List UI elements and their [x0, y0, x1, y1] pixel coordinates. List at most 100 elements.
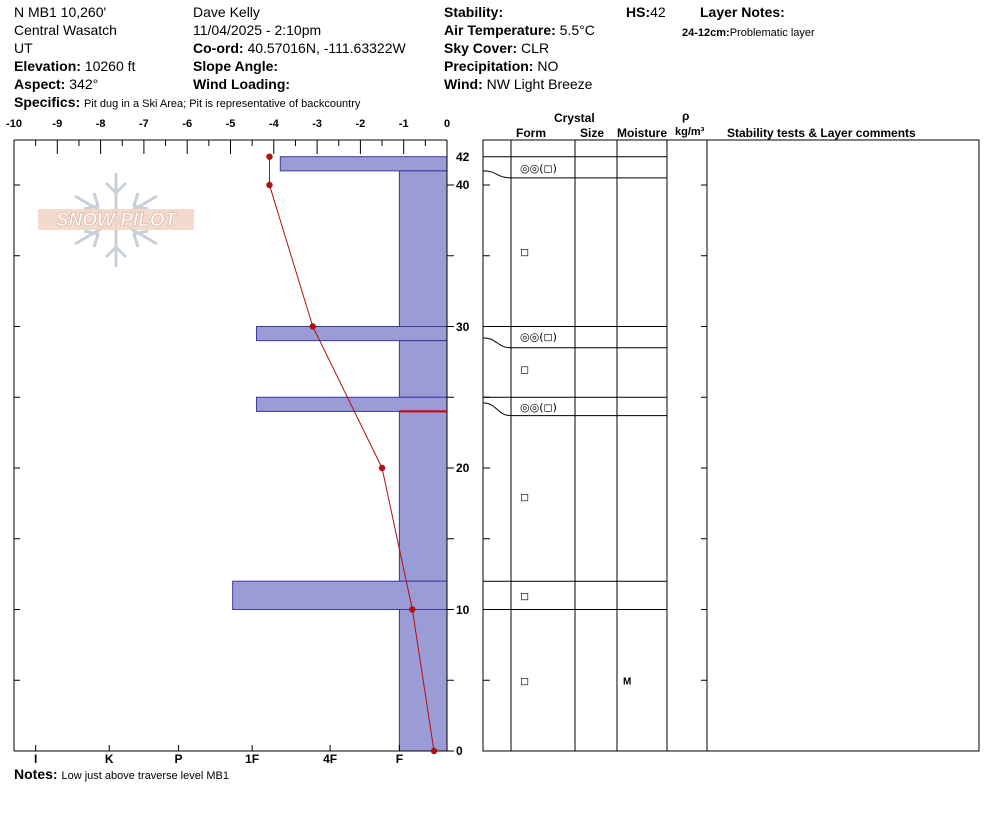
depth-tick-label: 10: [456, 602, 470, 617]
wind-label: Wind:: [444, 76, 483, 92]
hardness-tick-label: 1F: [245, 752, 260, 766]
hardness-tick-label: F: [395, 752, 404, 766]
notes-row: Notes: Low just above traverse level MB1: [14, 766, 229, 785]
temp-tick-label: -7: [139, 118, 149, 130]
layer-connector: [482, 402, 512, 417]
hs-label: HS:: [626, 4, 651, 20]
temperature-profile: [266, 153, 438, 755]
layer-table: ◎◎(◻) ◻ ◎◎(◻) ◻ ◎◎(◻) ◻ ◻ ◻ M: [482, 139, 980, 752]
temp-tick-label: -8: [95, 118, 106, 130]
aspect-value: 342°: [69, 76, 99, 92]
temperature-point: [309, 323, 316, 330]
depth-tick-label: 20: [456, 461, 470, 475]
chart-frame: [13, 139, 454, 752]
temperature-line: [268, 156, 435, 752]
layer-note-range: 24-12cm:: [682, 27, 730, 39]
sky-value: CLR: [521, 40, 550, 56]
moisture-label: M: [623, 676, 631, 687]
hardness-bar: [398, 340, 448, 398]
hardness-bar: [279, 156, 448, 172]
temp-tick-label: -2: [355, 118, 366, 130]
temperature-point: [378, 464, 386, 472]
grain-form-label: ◎◎(◻): [520, 401, 557, 414]
layer-note-text: Problematic layer: [729, 27, 815, 39]
depth-tick-label: 0: [456, 744, 463, 758]
layer-note-row: 24-12cm:Problematic layer: [682, 23, 815, 42]
elevation-row: Elevation: 10260 ft: [14, 58, 135, 75]
elevation-value: 10260 ft: [84, 58, 136, 74]
state-name: UT: [14, 40, 33, 56]
hardness-tick-label: P: [174, 752, 183, 766]
layer-connector: [482, 337, 512, 349]
coord-row: Co-ord: 40.57016N, -111.63322W: [193, 40, 406, 57]
temp-tick-label: -3: [312, 118, 322, 130]
temperature-point: [430, 747, 438, 755]
elevation-label: Elevation:: [14, 58, 81, 74]
grain-form-label: ◻: [520, 589, 529, 602]
hs-value: 42: [650, 4, 666, 20]
slope-label: Slope Angle:: [193, 58, 279, 74]
hs-row: HS:42: [626, 4, 666, 21]
aspect-row: Aspect: 342°: [14, 76, 98, 93]
grain-form-label: ◻: [520, 363, 529, 376]
logo-text: SNOW PILOT: [56, 210, 178, 231]
crystal-header: Crystal: [554, 111, 595, 125]
range-name: Central Wasatch: [14, 22, 117, 38]
temp-tick-label: -4: [268, 118, 279, 130]
hardness-bar: [398, 410, 448, 582]
specifics-label: Specifics:: [14, 94, 81, 110]
temp-tick-label: -1: [398, 118, 409, 130]
snowpilot-logo: SNOW PILOT: [38, 173, 194, 267]
density-unit-header: kg/m³: [675, 126, 705, 138]
size-header: Size: [580, 126, 605, 140]
moisture-header: Moisture: [617, 126, 668, 140]
depth-tick-label: 42: [456, 149, 470, 164]
temp-tick-label: -10: [6, 118, 22, 130]
notes-label: Notes:: [14, 766, 58, 782]
air-temp-row: Air Temperature: 5.5°C: [444, 22, 595, 39]
temperature-point: [266, 153, 273, 160]
grain-form-label: ◎◎(◻): [520, 330, 557, 343]
precip-value: NO: [537, 58, 559, 74]
precip-row: Precipitation: NO: [444, 58, 558, 75]
stability-tests-header: Stability tests & Layer comments: [727, 126, 916, 140]
slope-row: Slope Angle:: [193, 58, 278, 75]
hardness-bars: [232, 156, 448, 752]
hardness-tick-label: K: [104, 752, 114, 766]
hardness-bar: [255, 396, 448, 412]
grain-form-label: ◻: [520, 674, 529, 687]
layer-connector: [482, 170, 512, 179]
temp-tick-label: -9: [52, 118, 63, 130]
hardness-tick-label: 4F: [323, 752, 338, 766]
temperature-point: [409, 606, 416, 613]
grain-form-label: ◎◎(◻): [520, 162, 557, 175]
hardness-tick-label: I: [33, 752, 38, 766]
stability-row: Stability:: [444, 4, 503, 21]
specifics-value: Pit dug in a Ski Area; Pit is representa…: [84, 98, 361, 110]
specifics-row: Specifics: Pit dug in a Ski Area; Pit is…: [14, 94, 360, 113]
hardness-bar: [255, 326, 448, 342]
precip-label: Precipitation:: [444, 58, 534, 74]
grain-form-label: ◻: [520, 246, 529, 259]
wind-loading-row: Wind Loading:: [193, 76, 290, 93]
wind-row: Wind: NW Light Breeze: [444, 76, 592, 93]
grain-form-label: ◻: [520, 490, 529, 503]
sky-label: Sky Cover:: [444, 40, 518, 56]
coord-label: Co-ord:: [193, 40, 244, 56]
air-temp-value: 5.5°C: [559, 22, 595, 38]
hardness-bar: [232, 580, 448, 611]
rho-header: ρ: [682, 109, 690, 123]
temp-tick-label: 0: [443, 118, 451, 130]
layer-notes-label: Layer Notes:: [700, 4, 785, 20]
coord-value: 40.57016N, -111.63322W: [247, 40, 406, 56]
table-border: [482, 139, 980, 752]
air-temp-label: Air Temperature:: [444, 22, 556, 38]
wind-loading-label: Wind Loading:: [193, 76, 291, 92]
temp-tick-label: -5: [225, 118, 236, 130]
location-name: N MB1 10,260': [14, 4, 107, 20]
form-header: Form: [516, 126, 546, 140]
temp-tick-label: -6: [182, 118, 193, 130]
depth-tick-label: 30: [456, 319, 470, 334]
stability-label: Stability:: [444, 4, 504, 20]
